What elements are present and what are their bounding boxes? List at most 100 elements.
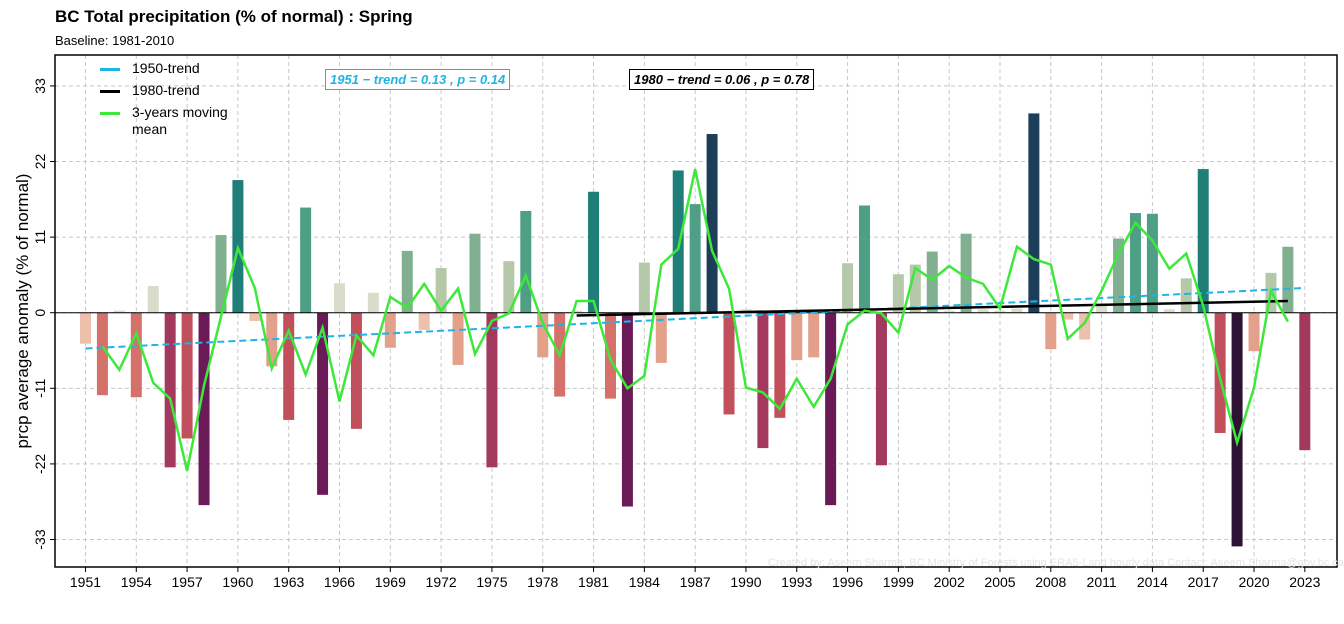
bar: [977, 309, 989, 313]
legend-label: 1950-trend: [132, 60, 200, 76]
bar: [1129, 213, 1141, 313]
bar: [96, 312, 108, 396]
x-tick-label: 1954: [121, 574, 152, 590]
bar: [1231, 312, 1243, 547]
bar: [435, 268, 447, 313]
bar: [638, 262, 650, 313]
bar: [215, 235, 227, 313]
bar: [418, 312, 430, 330]
annotation: 1980 − trend = 0.06 , p = 0.78: [629, 69, 815, 90]
bar: [350, 312, 362, 429]
bar: [452, 312, 464, 365]
bar: [706, 134, 718, 313]
bar: [486, 312, 498, 468]
x-tick-label: 2011: [1087, 574, 1117, 590]
x-tick-label: 1981: [578, 574, 609, 590]
x-tick-label: 2014: [1137, 574, 1168, 590]
x-tick-label: 1963: [273, 574, 304, 590]
bar: [1163, 309, 1175, 313]
x-tick-label: 2002: [934, 574, 965, 590]
bar: [1079, 312, 1091, 340]
x-tick-label: 1975: [476, 574, 507, 590]
legend-label: 1980-trend: [132, 82, 200, 98]
bar: [317, 312, 329, 495]
bar: [892, 274, 904, 313]
bar: [621, 312, 633, 507]
bar: [401, 250, 413, 313]
bar: [757, 312, 769, 449]
bar: [520, 211, 532, 313]
bar: [672, 170, 684, 313]
bar: [689, 204, 701, 313]
bar: [571, 310, 583, 313]
bar: [875, 312, 887, 466]
bar: [1180, 278, 1192, 313]
legend: 1950-trend 1980-trend 3-years moving mean: [100, 60, 262, 143]
y-tick-label: 11: [32, 230, 48, 245]
bar: [774, 312, 786, 418]
x-tick-label: 2020: [1238, 574, 1269, 590]
x-tick-label: 2017: [1188, 574, 1219, 590]
bar: [1197, 169, 1209, 313]
bar: [808, 312, 820, 358]
bar: [367, 292, 379, 313]
y-tick-label: 33: [32, 78, 48, 94]
bar: [249, 312, 261, 321]
y-tick-label: 22: [32, 154, 48, 170]
bar: [842, 263, 854, 313]
bar: [334, 283, 346, 313]
bar: [825, 312, 837, 506]
x-tick-label: 1990: [730, 574, 761, 590]
bar: [909, 264, 921, 313]
x-tick-label: 1951: [70, 574, 101, 590]
legend-label: 3-years moving mean: [132, 104, 228, 137]
y-tick-label: -22: [32, 454, 48, 474]
x-tick-label: 1999: [883, 574, 914, 590]
y-axis-label: prcp average anomaly (% of normal): [13, 174, 32, 449]
legend-swatch: [100, 90, 120, 93]
bar: [791, 312, 803, 361]
bar: [181, 312, 193, 439]
legend-item: 3-years moving mean: [100, 104, 262, 138]
bar: [588, 191, 600, 313]
x-tick-label: 1978: [527, 574, 558, 590]
bar: [1062, 312, 1074, 320]
bar: [1113, 238, 1125, 313]
annotation: 1951 − trend = 0.13 , p = 0.14: [325, 69, 511, 90]
bar: [79, 312, 91, 344]
plot-border: [54, 54, 1338, 568]
bar: [266, 312, 278, 367]
x-tick-label: 1969: [375, 574, 406, 590]
x-tick-label: 1972: [426, 574, 457, 590]
bar: [1214, 312, 1226, 433]
bar: [113, 310, 125, 313]
x-tick-label: 1993: [781, 574, 812, 590]
bar: [1028, 113, 1040, 313]
x-tick-label: 1984: [629, 574, 660, 590]
y-tick-label: 0: [32, 309, 48, 317]
legend-swatch: [100, 68, 120, 71]
line: [101, 168, 1289, 472]
x-tick-label: 1996: [832, 574, 863, 590]
bar: [537, 312, 549, 358]
x-tick-label: 1966: [324, 574, 355, 590]
bar: [1248, 312, 1260, 352]
chart-subtitle: Baseline: 1981-2010: [55, 33, 175, 48]
line: [85, 286, 1305, 350]
legend-swatch: [100, 112, 120, 115]
bar: [164, 312, 176, 468]
legend-item: 1950-trend: [100, 60, 262, 77]
y-tick-label: -11: [32, 379, 48, 398]
bar: [503, 261, 515, 313]
bar: [1282, 246, 1294, 313]
x-tick-label: 2008: [1035, 574, 1066, 590]
chart-title: BC Total precipitation (% of normal) : S…: [55, 7, 413, 26]
bar: [960, 233, 972, 313]
bar: [198, 312, 210, 506]
bar: [300, 207, 312, 313]
bar: [926, 251, 938, 313]
bar: [384, 312, 396, 348]
bar: [1146, 213, 1158, 313]
